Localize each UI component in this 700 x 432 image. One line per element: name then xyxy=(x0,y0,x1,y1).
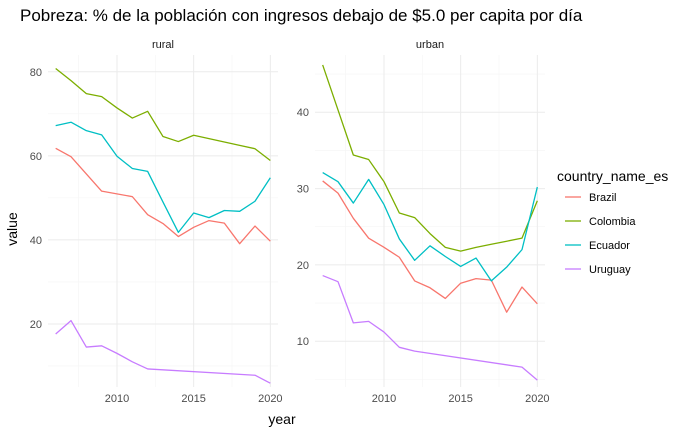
series-line-colombia-urban xyxy=(322,64,538,252)
y-tick-label: 40 xyxy=(30,235,42,247)
legend-label-colombia: Colombia xyxy=(589,216,636,228)
legend-item-colombia: Colombia xyxy=(565,216,636,228)
panel-urban: urban 2010 2015 2020 10 20 30 40 xyxy=(297,39,550,405)
series-line-brazil-rural xyxy=(55,147,271,245)
y-axis-title: value xyxy=(4,212,20,246)
legend-label-uruguay: Uruguay xyxy=(589,264,631,276)
y-tick-label: 40 xyxy=(297,107,309,119)
legend-title: country_name_es xyxy=(557,168,668,184)
legend: Brazil Colombia Ecuador Uruguay xyxy=(565,192,636,276)
legend-item-uruguay: Uruguay xyxy=(565,264,631,276)
y-tick-label: 20 xyxy=(30,319,42,331)
series-line-brazil-urban xyxy=(322,180,538,313)
y-tick-label: 30 xyxy=(297,184,309,196)
y-tick-label: 20 xyxy=(297,260,309,272)
series-line-uruguay-urban xyxy=(322,274,538,381)
facet-strip-label: urban xyxy=(416,39,444,51)
x-tick-label: 2015 xyxy=(181,393,205,405)
y-tick-label: 80 xyxy=(30,67,42,79)
facet-strip-label: rural xyxy=(152,39,174,51)
y-tick-label: 10 xyxy=(297,336,309,348)
y-tick-label: 60 xyxy=(30,151,42,163)
legend-label-brazil: Brazil xyxy=(589,192,617,204)
x-tick-label: 2020 xyxy=(258,393,282,405)
chart-title: Pobreza: % de la población con ingresos … xyxy=(20,6,583,25)
x-axis-title: year xyxy=(268,411,296,427)
legend-label-ecuador: Ecuador xyxy=(589,240,630,252)
x-tick-label: 2010 xyxy=(372,393,396,405)
x-tick-label: 2010 xyxy=(105,393,129,405)
legend-item-brazil: Brazil xyxy=(565,192,617,204)
series-line-uruguay-rural xyxy=(55,319,271,384)
x-tick-label: 2020 xyxy=(525,393,549,405)
legend-item-ecuador: Ecuador xyxy=(565,240,630,252)
x-tick-label: 2015 xyxy=(448,393,472,405)
series-line-colombia-rural xyxy=(55,67,271,161)
series-line-ecuador-rural xyxy=(55,121,271,234)
series-line-ecuador-urban xyxy=(322,171,538,282)
